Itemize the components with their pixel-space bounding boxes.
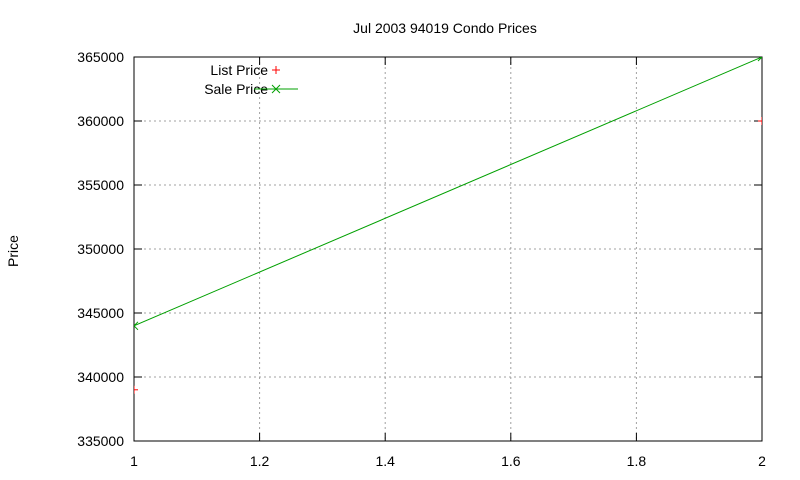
marker-stroke	[757, 57, 762, 62]
sale-price-point	[134, 321, 139, 331]
list-price-point	[758, 117, 762, 125]
marker-stroke	[134, 321, 139, 327]
axis-ticks: 1 1.2 1.4 1.6 1.8 2 335000 340000 345000 350000 35…	[77, 49, 766, 469]
legend-marker	[271, 84, 281, 94]
y-tick-label: 365000	[77, 49, 124, 65]
marker-stroke	[271, 84, 281, 94]
y-tick-label: 350000	[77, 241, 124, 257]
y-tick-label: 335000	[77, 433, 124, 449]
y-tick-label: 355000	[77, 177, 124, 193]
series-sale-price	[134, 57, 762, 331]
y-tick-label: 345000	[77, 305, 124, 321]
marker-stroke	[134, 325, 139, 331]
plot-frame	[133, 56, 763, 442]
x-tick-label: 2	[758, 453, 766, 469]
legend-label: Sale Price	[204, 81, 268, 97]
legend-marker	[272, 66, 280, 74]
series-list-price	[134, 117, 762, 394]
legend-item-sale-price: Sale Price	[204, 81, 298, 97]
legend-label: List Price	[210, 62, 268, 78]
series-layer	[134, 57, 762, 394]
y-axis-label: Price	[5, 235, 21, 267]
grid	[134, 57, 762, 441]
y-tick-label: 340000	[77, 369, 124, 385]
x-tick-label: 1.2	[250, 453, 270, 469]
chart-title: Jul 2003 94019 Condo Prices	[353, 20, 537, 36]
sale-price-point	[757, 57, 762, 62]
x-tick-label: 1.4	[375, 453, 395, 469]
legend: List Price Sale Price	[204, 62, 298, 97]
x-tick-label: 1.8	[627, 453, 647, 469]
legend-item-list-price: List Price	[210, 62, 280, 78]
list-price-point	[134, 385, 138, 394]
x-tick-label: 1	[130, 453, 138, 469]
x-tick-label: 1.6	[501, 453, 521, 469]
y-tick-label: 360000	[77, 113, 124, 129]
sale-price-line	[134, 57, 762, 327]
